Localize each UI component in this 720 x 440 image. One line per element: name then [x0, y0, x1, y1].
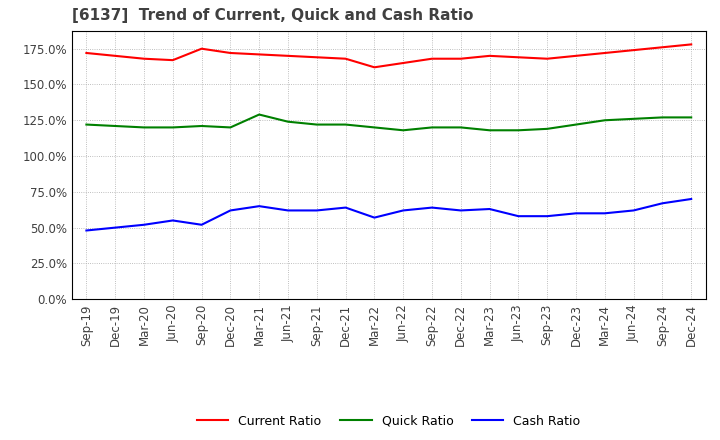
Quick Ratio	[82, 122, 91, 127]
Quick Ratio	[168, 125, 177, 130]
Current Ratio	[255, 52, 264, 57]
Quick Ratio	[658, 115, 667, 120]
Cash Ratio	[485, 206, 494, 212]
Cash Ratio	[658, 201, 667, 206]
Quick Ratio	[312, 122, 321, 127]
Text: [6137]  Trend of Current, Quick and Cash Ratio: [6137] Trend of Current, Quick and Cash …	[72, 7, 473, 23]
Current Ratio	[284, 53, 292, 59]
Current Ratio	[82, 50, 91, 55]
Quick Ratio	[572, 122, 580, 127]
Cash Ratio	[399, 208, 408, 213]
Line: Cash Ratio: Cash Ratio	[86, 199, 691, 231]
Quick Ratio	[514, 128, 523, 133]
Cash Ratio	[572, 211, 580, 216]
Cash Ratio	[168, 218, 177, 223]
Cash Ratio	[370, 215, 379, 220]
Line: Current Ratio: Current Ratio	[86, 44, 691, 67]
Current Ratio	[399, 60, 408, 66]
Quick Ratio	[456, 125, 465, 130]
Current Ratio	[428, 56, 436, 61]
Current Ratio	[197, 46, 206, 51]
Quick Ratio	[399, 128, 408, 133]
Current Ratio	[543, 56, 552, 61]
Cash Ratio	[284, 208, 292, 213]
Current Ratio	[341, 56, 350, 61]
Cash Ratio	[82, 228, 91, 233]
Quick Ratio	[600, 117, 609, 123]
Current Ratio	[312, 55, 321, 60]
Cash Ratio	[629, 208, 638, 213]
Cash Ratio	[543, 213, 552, 219]
Cash Ratio	[312, 208, 321, 213]
Quick Ratio	[140, 125, 148, 130]
Current Ratio	[572, 53, 580, 59]
Current Ratio	[658, 44, 667, 50]
Quick Ratio	[370, 125, 379, 130]
Cash Ratio	[226, 208, 235, 213]
Quick Ratio	[284, 119, 292, 125]
Cash Ratio	[255, 204, 264, 209]
Current Ratio	[140, 56, 148, 61]
Quick Ratio	[341, 122, 350, 127]
Current Ratio	[600, 50, 609, 55]
Legend: Current Ratio, Quick Ratio, Cash Ratio: Current Ratio, Quick Ratio, Cash Ratio	[192, 410, 585, 433]
Quick Ratio	[629, 116, 638, 121]
Line: Quick Ratio: Quick Ratio	[86, 114, 691, 130]
Current Ratio	[629, 48, 638, 53]
Current Ratio	[226, 50, 235, 55]
Current Ratio	[485, 53, 494, 59]
Quick Ratio	[226, 125, 235, 130]
Cash Ratio	[140, 222, 148, 227]
Cash Ratio	[428, 205, 436, 210]
Current Ratio	[111, 53, 120, 59]
Cash Ratio	[600, 211, 609, 216]
Quick Ratio	[687, 115, 696, 120]
Quick Ratio	[255, 112, 264, 117]
Current Ratio	[370, 65, 379, 70]
Quick Ratio	[485, 128, 494, 133]
Current Ratio	[168, 58, 177, 63]
Cash Ratio	[456, 208, 465, 213]
Current Ratio	[687, 42, 696, 47]
Quick Ratio	[197, 123, 206, 128]
Cash Ratio	[111, 225, 120, 230]
Cash Ratio	[514, 213, 523, 219]
Cash Ratio	[197, 222, 206, 227]
Cash Ratio	[341, 205, 350, 210]
Quick Ratio	[428, 125, 436, 130]
Quick Ratio	[543, 126, 552, 132]
Current Ratio	[514, 55, 523, 60]
Current Ratio	[456, 56, 465, 61]
Cash Ratio	[687, 196, 696, 202]
Quick Ratio	[111, 123, 120, 128]
